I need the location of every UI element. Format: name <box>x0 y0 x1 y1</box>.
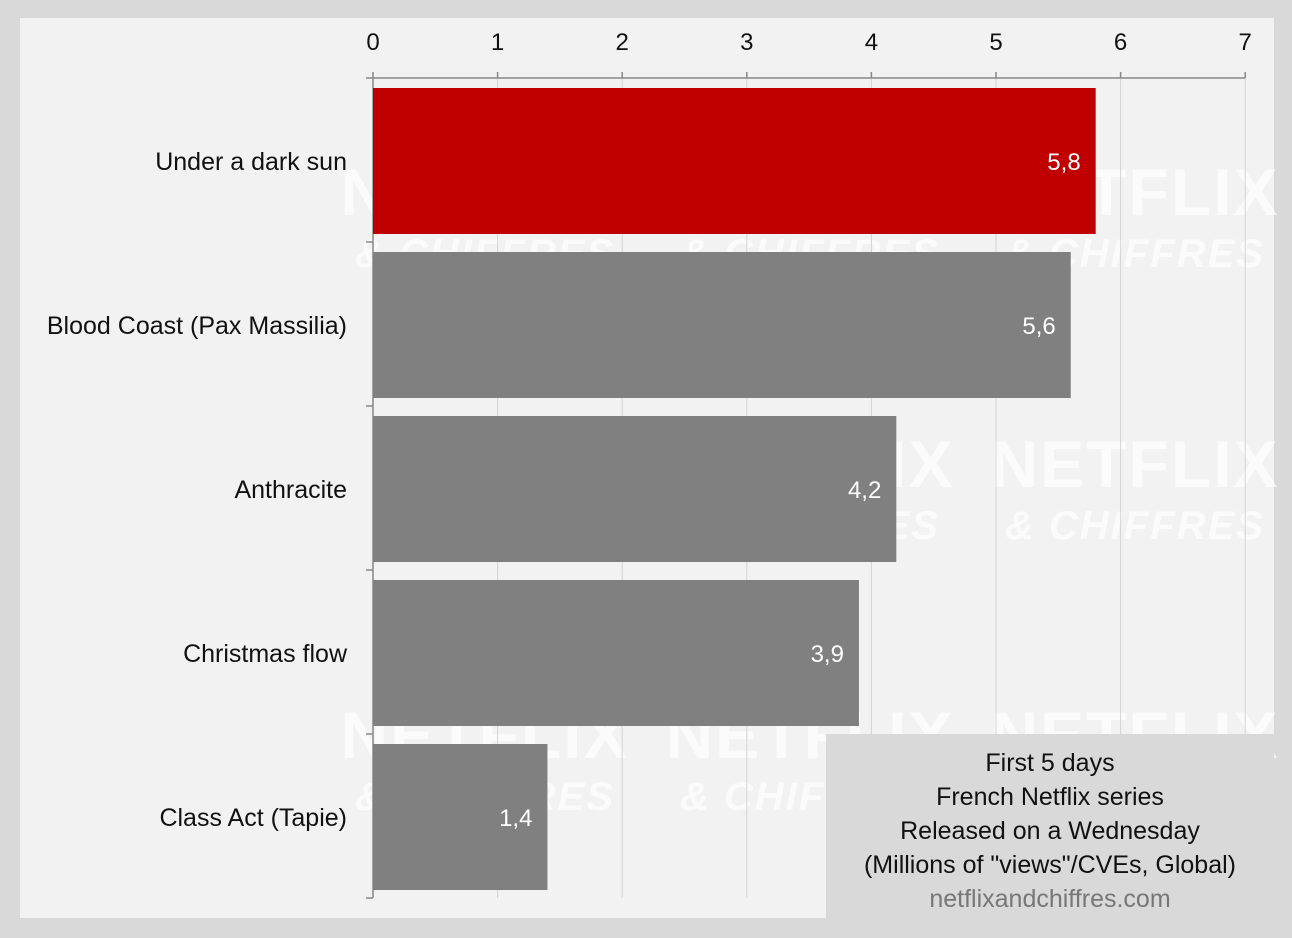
x-tick-label: 5 <box>989 29 1002 56</box>
watermark-logo-subtext: & CHIFFRES <box>1005 504 1265 548</box>
category-label: Anthracite <box>234 476 347 504</box>
x-tick-label: 3 <box>740 29 753 56</box>
info-line-3: Released on a Wednesday <box>900 817 1200 845</box>
bar-value-label: 1,4 <box>499 805 532 832</box>
bar-value-label: 4,2 <box>848 477 881 504</box>
bar <box>373 252 1071 398</box>
x-tick-label: 1 <box>491 29 504 56</box>
source-site: netflixandchiffres.com <box>929 885 1171 913</box>
info-line-2: French Netflix series <box>936 783 1164 811</box>
bar-value-label: 5,6 <box>1022 313 1055 340</box>
category-label: Class Act (Tapie) <box>159 804 347 832</box>
bar <box>373 580 859 726</box>
watermark-logo-text: NETFLIX <box>991 427 1280 501</box>
category-label: Blood Coast (Pax Massilia) <box>47 312 347 340</box>
x-tick-label: 4 <box>865 29 878 56</box>
x-tick-label: 2 <box>616 29 629 56</box>
category-label: Christmas flow <box>183 640 348 668</box>
bar <box>373 88 1096 234</box>
x-tick-label: 0 <box>366 29 379 56</box>
bar-value-label: 3,9 <box>811 641 844 668</box>
info-box: First 5 days French Netflix series Relea… <box>826 734 1274 918</box>
info-line-4: (Millions of "views"/CVEs, Global) <box>863 851 1236 879</box>
category-label: Under a dark sun <box>155 148 347 176</box>
x-tick-label: 7 <box>1239 29 1252 56</box>
bar-value-label: 5,8 <box>1047 149 1080 176</box>
category-labels: Under a dark sun Blood Coast (Pax Massili… <box>47 148 348 832</box>
x-tick-label: 6 <box>1114 29 1127 56</box>
info-line-1: First 5 days <box>985 749 1115 777</box>
bars-group: 5,8 5,6 4,2 3,9 1,4 <box>373 88 1096 890</box>
bar <box>373 416 897 562</box>
bar <box>373 744 548 890</box>
